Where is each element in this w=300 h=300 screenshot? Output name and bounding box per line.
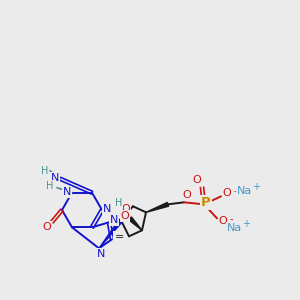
Text: O: O (223, 188, 231, 198)
Text: -: - (229, 214, 233, 224)
Text: +: + (242, 219, 250, 229)
Text: O: O (183, 190, 191, 200)
Text: -: - (233, 186, 237, 196)
Text: P: P (201, 196, 211, 209)
Polygon shape (99, 219, 123, 248)
Text: O: O (43, 222, 51, 232)
Polygon shape (129, 217, 142, 230)
Text: N: N (63, 187, 71, 197)
Text: +: + (252, 182, 260, 192)
Text: O: O (121, 211, 129, 221)
Text: N: N (51, 173, 59, 183)
Text: N: N (97, 249, 105, 259)
Text: O: O (122, 204, 130, 214)
Text: H: H (115, 198, 123, 208)
Text: O: O (193, 175, 201, 185)
Text: O: O (219, 216, 227, 226)
Polygon shape (146, 202, 169, 212)
Text: H: H (46, 181, 54, 191)
Text: H: H (41, 166, 49, 176)
Text: Na: Na (237, 186, 253, 196)
Text: =: = (114, 232, 124, 242)
Text: N: N (103, 204, 111, 214)
Text: Na: Na (227, 223, 243, 233)
Text: N: N (110, 215, 118, 225)
